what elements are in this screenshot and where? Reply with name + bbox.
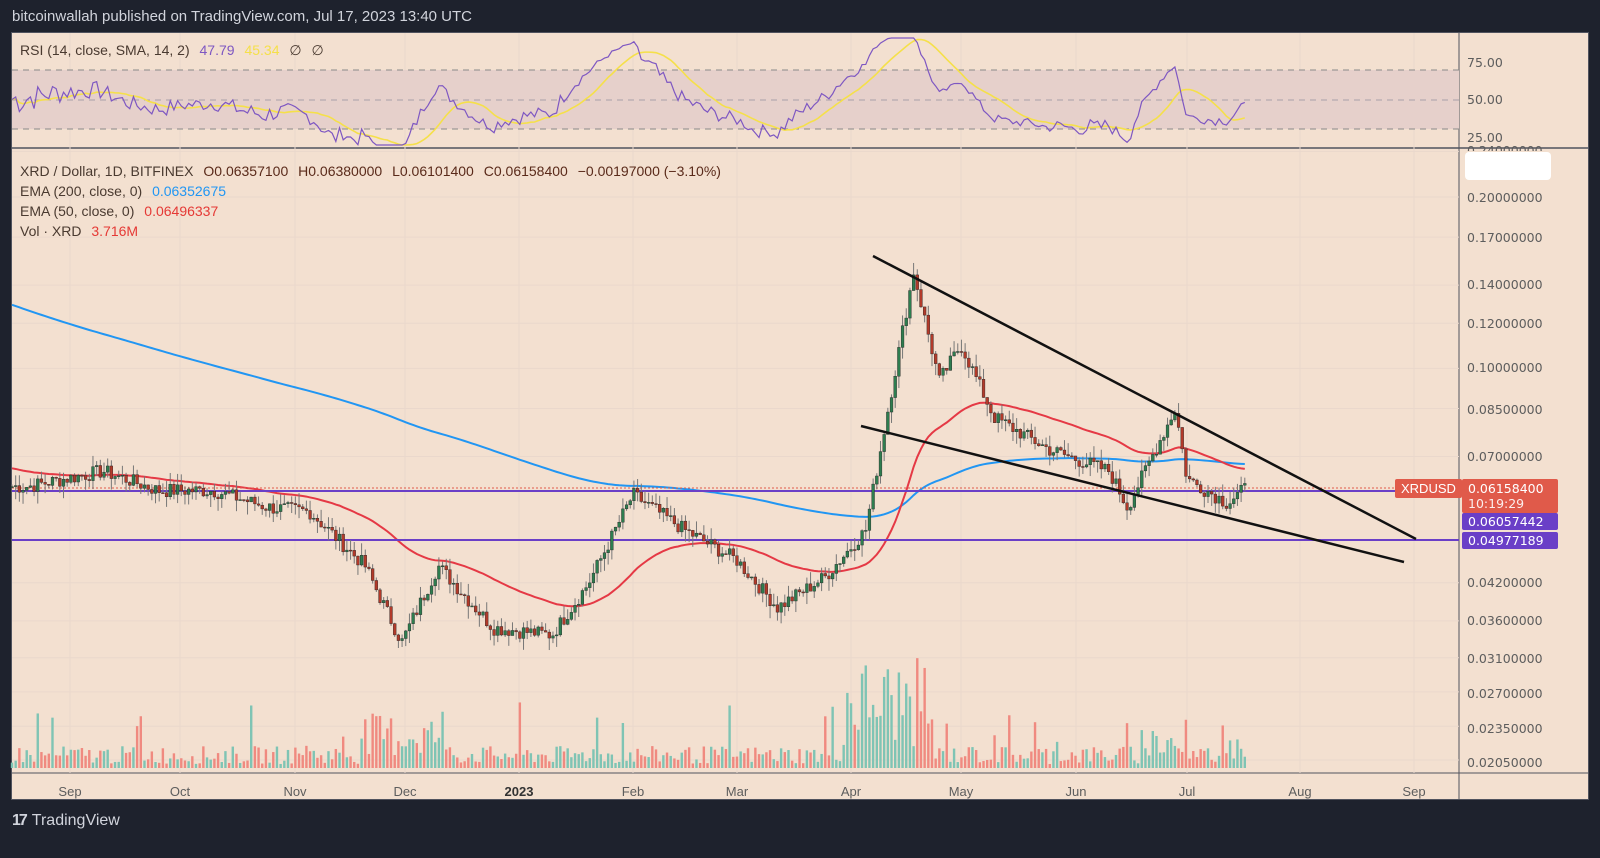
change-value: −0.00197000 (−3.10%) xyxy=(577,163,721,179)
last-price-value: 0.06158400 xyxy=(1468,481,1544,496)
time-axis-sep: Sep xyxy=(58,784,82,799)
rsi-axis-25: 25.00 xyxy=(1467,130,1503,145)
time-axis-2023: 2023 xyxy=(504,784,534,799)
price-axis-4: 0.12000000 xyxy=(1467,316,1543,331)
time-axis-mar: Mar xyxy=(725,784,749,799)
volume-bars xyxy=(10,658,1246,768)
price-axis-10: 0.03100000 xyxy=(1467,651,1543,666)
price-axis-11: 0.02700000 xyxy=(1467,686,1543,701)
time-axis-jul: Jul xyxy=(1178,784,1196,799)
low-value: L0.06101400 xyxy=(392,163,474,179)
volume-label[interactable]: Vol · XRD xyxy=(20,223,82,239)
lower-trendline[interactable] xyxy=(860,424,1405,564)
rsi-band xyxy=(12,70,1459,129)
last-price-tag[interactable]: 0.06158400 10:19:29 xyxy=(1462,479,1558,513)
publisher-line: bitcoinwallah published on TradingView.c… xyxy=(12,8,473,25)
ema200-line xyxy=(11,303,1245,518)
tradingview-logo[interactable]: 17 TradingView xyxy=(12,812,120,830)
time-axis-nov: Nov xyxy=(283,784,307,799)
ohlc-row: XRD / Dollar, 1D, BITFINEX O0.06357100 H… xyxy=(20,161,727,181)
rsi-line xyxy=(11,37,1246,147)
rsi-sma-line xyxy=(11,38,1246,146)
volume-value: 3.716M xyxy=(91,223,139,239)
symbol-price-tag[interactable]: XRDUSD xyxy=(1395,479,1462,498)
rsi-legend: RSI (14, close, SMA, 14, 2) 47.79 45.34 … xyxy=(20,42,330,59)
price-axis-5: 0.10000000 xyxy=(1467,360,1543,375)
price-axis-6: 0.08500000 xyxy=(1467,402,1543,417)
price-axis-13: 0.02050000 xyxy=(1467,755,1543,770)
time-axis-aug: Aug xyxy=(1288,784,1312,799)
time-axis-apr: Apr xyxy=(840,784,862,799)
ema200-label[interactable]: EMA (200, close, 0) xyxy=(20,183,143,199)
time-axis-sep-2: Sep xyxy=(1402,784,1426,799)
price-axis-12: 0.02350000 xyxy=(1467,721,1543,736)
time-axis-may: May xyxy=(948,784,974,799)
grid-lines xyxy=(12,33,1459,773)
time-axis-feb: Feb xyxy=(621,784,645,799)
open-value: O0.06357100 xyxy=(203,163,289,179)
rsi-axis-50: 50.00 xyxy=(1467,92,1503,107)
ema200-value: 0.06352675 xyxy=(152,183,227,199)
price-axis-8: 0.04200000 xyxy=(1467,575,1543,590)
price-axis-9: 0.03600000 xyxy=(1467,613,1543,628)
ema50-value: 0.06496337 xyxy=(144,203,219,219)
time-axis-dec: Dec xyxy=(393,784,417,799)
price-axis-2: 0.17000000 xyxy=(1467,230,1543,245)
high-value: H0.06380000 xyxy=(298,163,383,179)
level2-price-tag[interactable]: 0.04977189 xyxy=(1462,532,1558,549)
ema50-label[interactable]: EMA (50, close, 0) xyxy=(20,203,135,219)
main-legend: XRD / Dollar, 1D, BITFINEX O0.06357100 H… xyxy=(20,161,727,241)
rsi-legend-label: RSI (14, close, SMA, 14, 2) xyxy=(20,42,190,58)
rsi-extra-1: ∅ xyxy=(289,42,302,58)
level1-price-tag[interactable]: 0.06057442 xyxy=(1462,513,1558,530)
chart-frame[interactable] xyxy=(11,32,1589,800)
ema50-row: EMA (50, close, 0) 0.06496337 xyxy=(20,201,727,221)
tradingview-mark-icon: 17 xyxy=(12,812,28,829)
rsi-axis-75: 75.00 xyxy=(1467,55,1503,70)
price-axis-0: 0.24000000 xyxy=(1467,143,1543,151)
time-axis-oct: Oct xyxy=(169,784,191,799)
ema200-row: EMA (200, close, 0) 0.06352675 xyxy=(20,181,727,201)
price-axis-7: 0.07000000 xyxy=(1467,449,1543,464)
rsi-sma-value: 45.34 xyxy=(244,42,280,58)
time-axis-jun: Jun xyxy=(1065,784,1087,799)
price-axis-1: 0.20000000 xyxy=(1467,190,1543,205)
price-axis-3: 0.14000000 xyxy=(1467,277,1543,292)
rsi-value: 47.79 xyxy=(199,42,235,58)
countdown-value: 10:19:29 xyxy=(1468,496,1525,511)
tradingview-brand: TradingView xyxy=(31,812,120,829)
axis-label-box[interactable] xyxy=(1465,152,1551,180)
close-value: C0.06158400 xyxy=(483,163,568,179)
candlesticks xyxy=(10,262,1247,651)
upper-trendline[interactable] xyxy=(872,254,1417,541)
rsi-extra-2: ∅ xyxy=(311,42,324,58)
symbol-label[interactable]: XRD / Dollar, 1D, BITFINEX xyxy=(20,163,194,179)
volume-row: Vol · XRD 3.716M xyxy=(20,221,727,241)
ema50-line xyxy=(11,401,1245,608)
